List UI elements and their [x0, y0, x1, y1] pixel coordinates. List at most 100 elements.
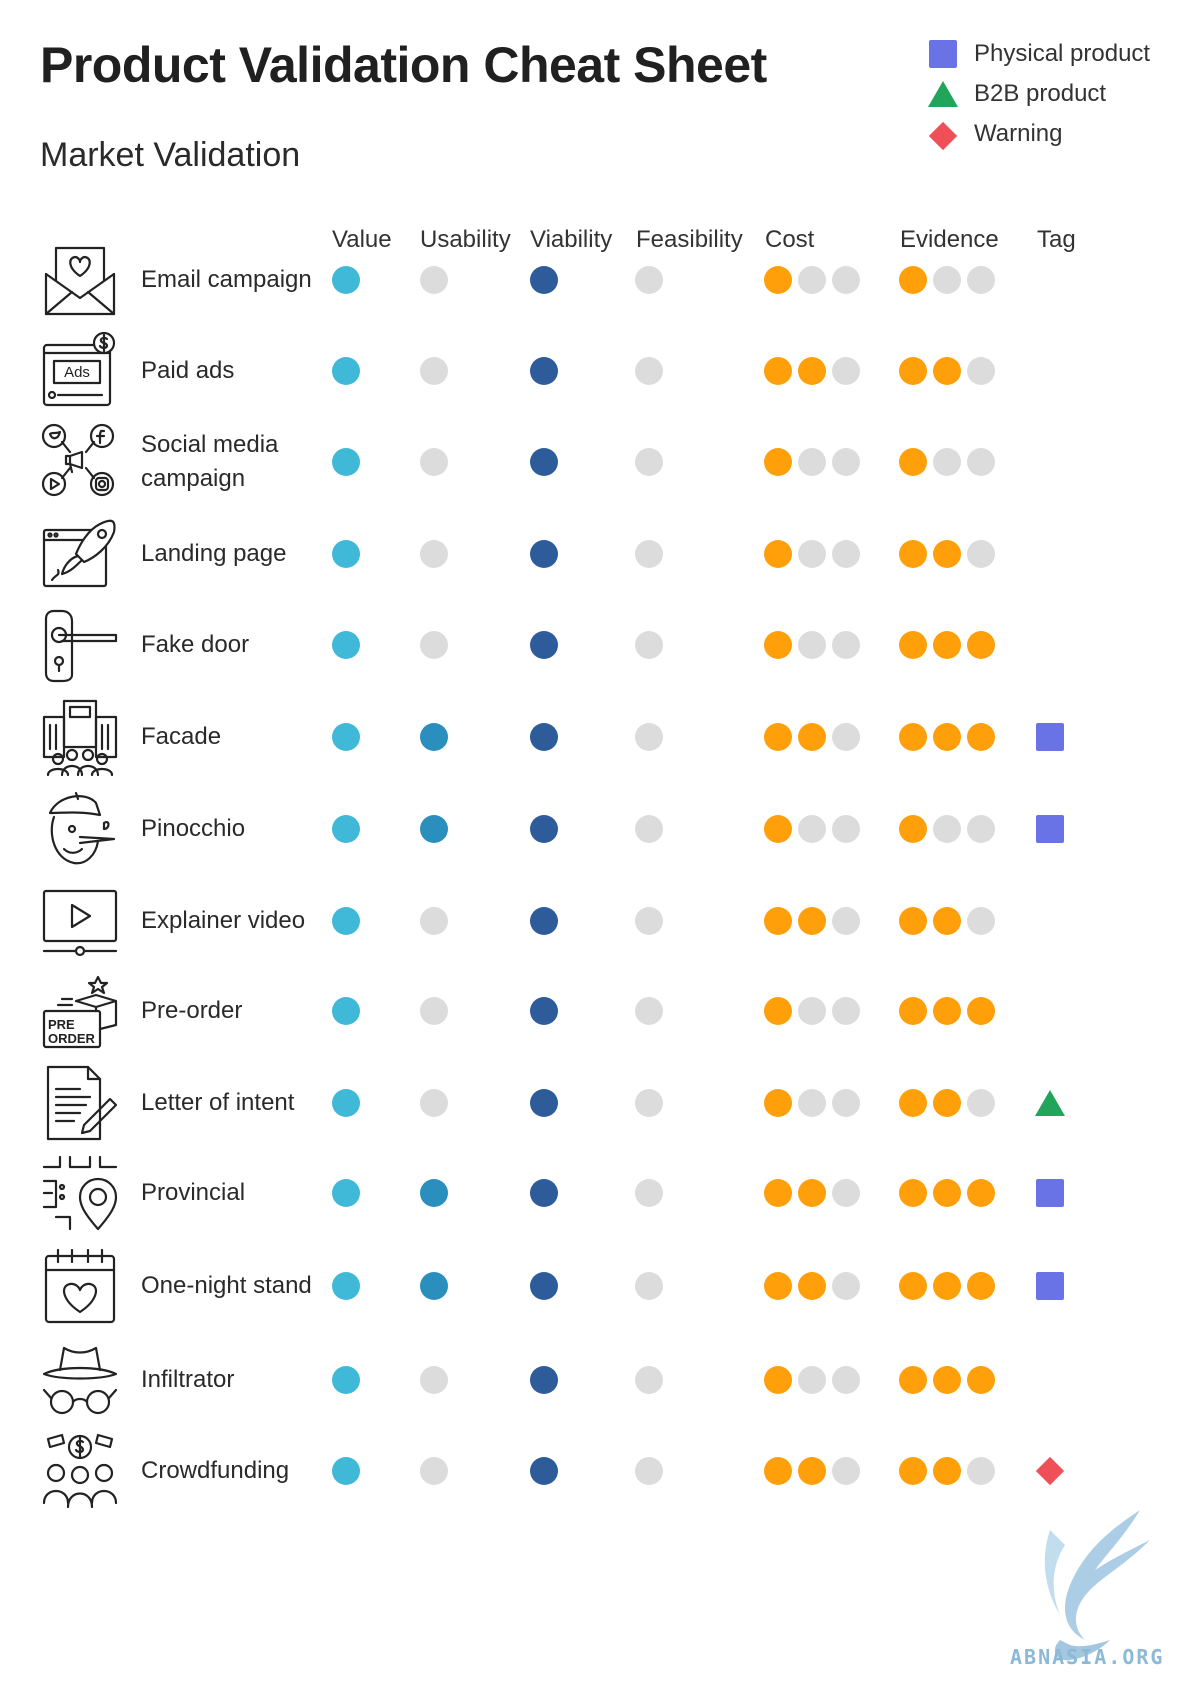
evidence-dot: [933, 1089, 961, 1117]
feasibility-dot: [635, 357, 663, 385]
ads-screen-icon: Ads: [40, 331, 120, 411]
feasibility-dot: [635, 1457, 663, 1485]
social-media-icon: [40, 422, 120, 502]
cost-dot: [764, 540, 792, 568]
evidence-dot: [899, 815, 927, 843]
evidence-dot: [967, 1457, 995, 1485]
svg-text:ORDER: ORDER: [48, 1031, 96, 1046]
evidence-dot: [933, 907, 961, 935]
section-subtitle: Market Validation: [40, 136, 301, 174]
viability-dot: [530, 1457, 558, 1485]
cost-dot: [832, 266, 860, 294]
feasibility-dot: [635, 997, 663, 1025]
cost-dot: [832, 1272, 860, 1300]
feasibility-dot: [635, 1179, 663, 1207]
legend-label: Warning: [974, 120, 1063, 147]
row-label: Social media campaign: [141, 431, 279, 492]
cost-dot: [764, 1179, 792, 1207]
usability-dot: [420, 448, 448, 476]
table-row: One-night stand: [0, 0, 1190, 1324]
b2b-product-tag-icon: [1035, 1090, 1065, 1116]
evidence-dot: [899, 1272, 927, 1300]
row-label: Infiltrator: [141, 1366, 235, 1393]
value-dot: [332, 631, 360, 659]
value-dot: [332, 815, 360, 843]
table-row: Infiltrator: [0, 0, 1190, 1415]
table-row: Landing page: [0, 0, 1190, 588]
feasibility-dot: [635, 540, 663, 568]
value-dot: [332, 540, 360, 568]
evidence-dot: [899, 997, 927, 1025]
evidence-dot: [899, 723, 927, 751]
evidence-dot: [899, 540, 927, 568]
cost-dot: [764, 1089, 792, 1117]
pre-order-box-icon: PRE ORDER: [40, 971, 120, 1051]
usability-dot: [420, 357, 448, 385]
evidence-dot: [967, 1179, 995, 1207]
viability-dot: [530, 907, 558, 935]
value-dot: [332, 1457, 360, 1485]
cost-dot: [798, 631, 826, 659]
legend-item-physical-product: Physical product: [928, 36, 1178, 76]
cost-dot: [798, 448, 826, 476]
value-dot: [332, 723, 360, 751]
table-row: Pinocchio: [0, 0, 1190, 865]
cost-dot: [798, 1179, 826, 1207]
evidence-dot: [933, 723, 961, 751]
cost-dot: [832, 357, 860, 385]
feasibility-dot: [635, 448, 663, 476]
viability-dot: [530, 1089, 558, 1117]
cost-dot: [764, 1272, 792, 1300]
value-dot: [332, 1272, 360, 1300]
legend-label: B2B product: [974, 80, 1107, 107]
value-dot: [332, 1179, 360, 1207]
evidence-dot: [933, 1179, 961, 1207]
building-crowd-icon: [40, 697, 120, 777]
cost-dot: [798, 997, 826, 1025]
evidence-dot: [967, 631, 995, 659]
evidence-dot: [933, 1366, 961, 1394]
evidence-dot: [899, 266, 927, 294]
feasibility-dot: [635, 723, 663, 751]
value-dot: [332, 266, 360, 294]
viability-dot: [530, 266, 558, 294]
cost-dot: [798, 1457, 826, 1485]
viability-dot: [530, 448, 558, 476]
table-row: Social media campaign: [0, 0, 1190, 497]
evidence-dot: [899, 1089, 927, 1117]
usability-dot: [420, 1179, 448, 1207]
cost-dot: [798, 1272, 826, 1300]
diamond-icon: [928, 121, 958, 151]
usability-dot: [420, 540, 448, 568]
viability-dot: [530, 357, 558, 385]
evidence-dot: [933, 540, 961, 568]
cost-dot: [798, 907, 826, 935]
row-label: Crowdfunding: [141, 1457, 290, 1484]
row-label: Letter of intent: [141, 1089, 295, 1116]
evidence-dot: [899, 1457, 927, 1485]
evidence-dot: [933, 1457, 961, 1485]
evidence-dot: [967, 1366, 995, 1394]
column-header-value: Value: [332, 226, 392, 253]
evidence-dot: [933, 631, 961, 659]
pinocchio-icon: [40, 789, 120, 869]
evidence-dot: [899, 357, 927, 385]
legend-item-b2b-product: B2B product: [928, 76, 1178, 116]
viability-dot: [530, 997, 558, 1025]
evidence-dot: [967, 448, 995, 476]
cost-dot: [764, 357, 792, 385]
cost-dot: [798, 266, 826, 294]
cost-dot: [764, 1457, 792, 1485]
envelope-heart-icon: [40, 240, 120, 320]
row-label: Facade: [141, 723, 222, 750]
cost-dot: [832, 815, 860, 843]
cost-dot: [798, 815, 826, 843]
cost-dot: [798, 723, 826, 751]
column-header-cost: Cost: [765, 226, 815, 253]
cost-dot: [832, 540, 860, 568]
warning-tag-icon: [1035, 1456, 1065, 1486]
legend-item-warning: Warning: [928, 116, 1178, 156]
table-row: PRE ORDER Pre-order: [0, 0, 1190, 1049]
row-label: Paid ads: [141, 357, 235, 384]
feasibility-dot: [635, 631, 663, 659]
